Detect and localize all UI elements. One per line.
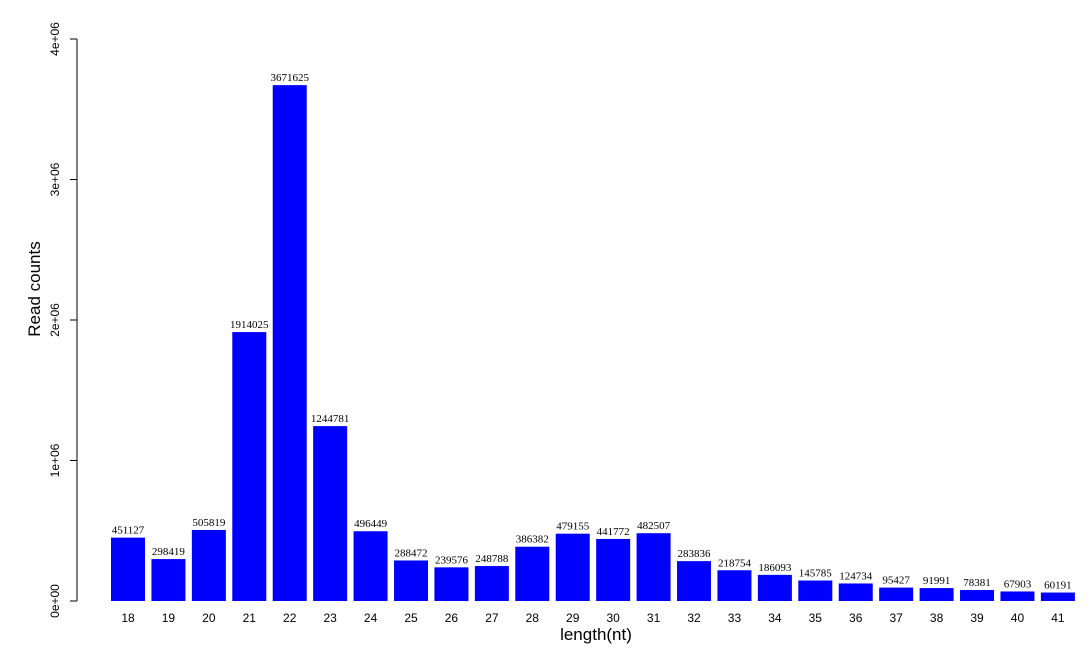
bar <box>313 426 348 601</box>
x-tick-label: 29 <box>566 611 580 625</box>
x-tick-label: 41 <box>1051 611 1065 625</box>
data-label: 283836 <box>678 548 712 560</box>
data-label: 124734 <box>839 570 873 582</box>
y-tick-label: 4e+06 <box>48 22 62 56</box>
x-tick-label: 26 <box>445 611 459 625</box>
x-tick-label: 25 <box>404 611 418 625</box>
bar <box>394 560 429 601</box>
data-label: 451127 <box>112 525 145 537</box>
x-tick-label: 21 <box>243 611 257 625</box>
x-tick-label: 39 <box>970 611 984 625</box>
data-label: 3671625 <box>270 72 309 84</box>
x-tick-label: 28 <box>526 611 540 625</box>
x-tick-label: 32 <box>687 611 701 625</box>
bar <box>717 570 752 601</box>
bar <box>515 546 550 601</box>
bar <box>111 537 145 601</box>
y-tick-label: 3e+06 <box>48 162 62 196</box>
data-label: 95427 <box>882 575 910 587</box>
bar <box>879 587 914 601</box>
data-label: 67903 <box>1004 578 1032 590</box>
bar <box>919 588 954 601</box>
data-labels: 451127 298419 505819 1914025 3671625 1244781 4… <box>112 72 1072 591</box>
data-label: 239576 <box>435 554 469 566</box>
x-tick-label: 37 <box>889 611 903 625</box>
x-tick-label: 18 <box>121 611 135 625</box>
data-label: 496449 <box>354 518 388 530</box>
bar <box>798 580 833 601</box>
data-label: 479155 <box>556 521 590 533</box>
data-label: 78381 <box>963 577 991 589</box>
data-label: 186093 <box>758 562 792 574</box>
x-tick-label: 20 <box>202 611 216 625</box>
x-tick-label: 24 <box>364 611 378 625</box>
bar <box>677 561 712 601</box>
data-label: 218754 <box>718 557 752 569</box>
data-label: 145785 <box>799 568 833 580</box>
bar <box>1040 592 1075 601</box>
x-tick-label: 19 <box>162 611 176 625</box>
x-tick-label: 23 <box>323 611 337 625</box>
bar <box>474 566 509 601</box>
x-tick-label: 27 <box>485 611 499 625</box>
y-tick-label: 2e+06 <box>48 303 62 337</box>
x-tick-label: 22 <box>283 611 297 625</box>
bar <box>757 574 792 601</box>
data-label: 248788 <box>475 553 509 565</box>
y-axis: 0e+00 1e+06 2e+06 3e+06 4e+06 <box>48 22 78 618</box>
bar <box>838 583 873 601</box>
data-label: 1244781 <box>311 413 350 425</box>
x-tick-label: 40 <box>1011 611 1025 625</box>
bar <box>151 559 186 601</box>
data-label: 482507 <box>637 520 671 532</box>
x-tick-label: 34 <box>768 611 782 625</box>
bar <box>434 567 469 601</box>
bar <box>960 589 995 601</box>
y-tick-label: 0e+00 <box>48 584 62 618</box>
bar <box>555 533 590 601</box>
x-tick-label: 33 <box>728 611 742 625</box>
data-label: 1914025 <box>230 319 269 331</box>
data-label: 91991 <box>923 575 951 587</box>
x-axis-tick-labels: 18 19 20 21 22 23 24 25 26 27 28 29 30 31 32 33 34 35 36 37… <box>121 611 1065 625</box>
y-axis-title: Read counts <box>25 241 44 336</box>
bar <box>1000 591 1035 601</box>
bar <box>191 529 226 601</box>
bar <box>232 332 267 601</box>
data-label: 298419 <box>152 546 186 558</box>
data-label: 386382 <box>516 534 549 546</box>
data-label: 505819 <box>192 517 226 529</box>
bars <box>111 85 1075 601</box>
bar <box>353 531 388 601</box>
data-label: 60191 <box>1044 580 1072 592</box>
x-tick-label: 38 <box>930 611 944 625</box>
bar <box>636 533 671 601</box>
x-axis-title: length(nt) <box>560 625 632 644</box>
x-tick-label: 30 <box>606 611 620 625</box>
x-tick-label: 31 <box>647 611 661 625</box>
data-label: 441772 <box>597 526 630 538</box>
bar <box>272 85 307 601</box>
bar <box>596 538 631 601</box>
data-label: 288472 <box>395 547 428 559</box>
x-tick-label: 36 <box>849 611 863 625</box>
y-tick-label: 1e+06 <box>48 443 62 477</box>
x-tick-label: 35 <box>809 611 823 625</box>
